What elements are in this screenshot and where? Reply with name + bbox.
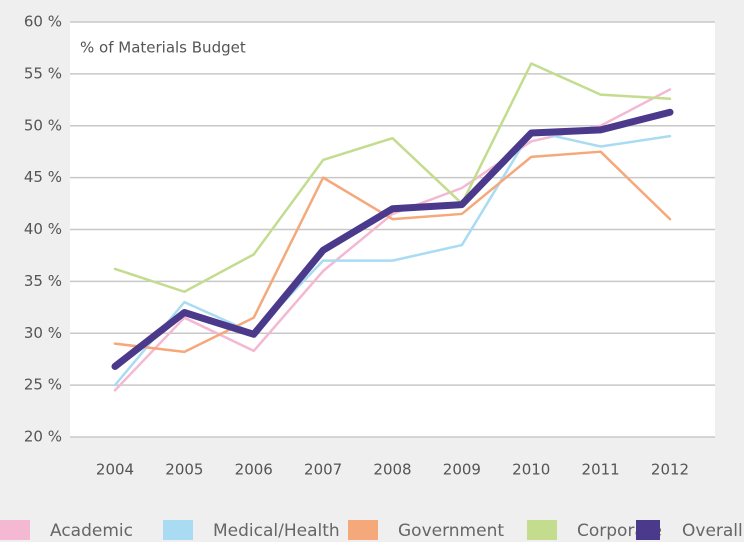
legend-label: Academic [50, 521, 133, 541]
y-tick-label: 20 % [24, 428, 62, 446]
series-line [111, 108, 674, 370]
x-tick-label: 2008 [373, 461, 411, 479]
y-tick-label: 25 % [24, 376, 62, 394]
y-tick-label: 45 % [24, 168, 62, 186]
legend-swatch [163, 520, 193, 540]
x-tick-label: 2009 [443, 461, 481, 479]
y-tick-label: 50 % [24, 116, 62, 134]
series-line [113, 150, 672, 354]
y-tick-label: 55 % [24, 64, 62, 82]
y-tick-label: 60 % [24, 13, 62, 31]
legend-swatch [527, 520, 557, 540]
x-tick-label: 2005 [165, 461, 203, 479]
y-tick-label: 30 % [24, 324, 62, 342]
x-tick-label: 2011 [582, 461, 620, 479]
x-tick-label: 2004 [96, 461, 134, 479]
annotation: % of Materials Budget [80, 39, 246, 57]
series-line [113, 129, 672, 387]
x-tick-label: 2007 [304, 461, 342, 479]
legend-label: Government [398, 521, 504, 541]
y-tick-label: 40 % [24, 220, 62, 238]
legend-swatch [0, 520, 30, 540]
legend-swatch [636, 520, 660, 540]
legend-label: Medical/Health [213, 521, 340, 541]
legend-swatch [348, 520, 378, 540]
legend-label: Overall [682, 521, 743, 541]
series-line [113, 62, 672, 293]
x-tick-label: 2012 [651, 461, 689, 479]
y-tick-label: 35 % [24, 272, 62, 290]
x-tick-label: 2010 [512, 461, 550, 479]
x-tick-label: 2006 [235, 461, 273, 479]
